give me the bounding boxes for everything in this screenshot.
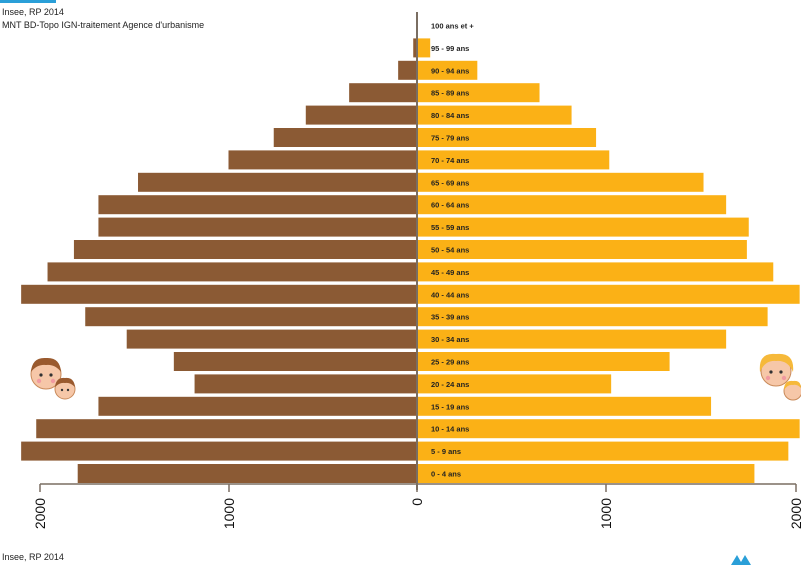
age-labels: 100 ans et + 95 - 99 ans 90 - 94 ans 85 - 8… [431, 22, 474, 479]
x-tick-label: 0 [409, 498, 425, 506]
female-bar [417, 83, 540, 103]
female-bar [417, 352, 670, 371]
source-line-1: Insee, RP 2014 [2, 7, 64, 17]
male-bar [21, 441, 418, 461]
age-label: 65 - 69 ans [431, 178, 469, 187]
girl-faces-icon [759, 353, 801, 401]
female-bar [417, 284, 800, 304]
male-bar [21, 284, 418, 304]
age-label: 25 - 29 ans [431, 358, 469, 367]
age-label: 90 - 94 ans [431, 66, 469, 75]
age-label: 40 - 44 ans [431, 290, 469, 299]
male-bar [194, 374, 417, 394]
agency-logo-icon [731, 555, 751, 565]
male-bar [77, 464, 417, 483]
female-bar [417, 419, 800, 439]
age-label: 60 - 64 ans [431, 201, 469, 210]
age-label: 35 - 39 ans [431, 313, 469, 322]
female-bar [417, 60, 478, 80]
male-bar [85, 307, 418, 327]
male-bar [228, 150, 417, 170]
age-label: 20 - 24 ans [431, 380, 469, 389]
x-tick-label: 1000 [598, 498, 614, 529]
age-label: 80 - 84 ans [431, 111, 469, 120]
boy-faces-icon [30, 357, 76, 400]
female-bar [417, 396, 712, 416]
male-bar [305, 105, 417, 125]
age-label: 30 - 34 ans [431, 335, 469, 344]
age-label: 5 - 9 ans [431, 447, 461, 456]
x-tick-label: 1000 [221, 498, 237, 529]
female-bar [417, 172, 704, 192]
footer-source: Insee, RP 2014 [2, 552, 64, 562]
age-label: 10 - 14 ans [431, 425, 469, 434]
age-label: 15 - 19 ans [431, 402, 469, 411]
female-bar [417, 262, 774, 282]
source-line-2: MNT BD-Topo IGN-traitement Agence d'urba… [2, 20, 204, 30]
male-bars [21, 16, 418, 483]
male-bar [98, 195, 417, 215]
female-bar [417, 374, 612, 394]
accent-bar [0, 0, 56, 3]
female-bar [417, 329, 727, 349]
male-bar [273, 128, 417, 147]
female-bar [417, 441, 789, 461]
x-tick-label: 2000 [32, 498, 48, 529]
female-bar [417, 150, 610, 170]
female-bar [417, 38, 431, 58]
female-bar [417, 217, 749, 237]
female-bar [417, 128, 597, 147]
age-label: 100 ans et + [431, 22, 474, 31]
female-bar [417, 307, 768, 327]
male-bar [36, 419, 417, 439]
female-bar [417, 240, 747, 259]
age-label: 50 - 54 ans [431, 246, 469, 255]
age-label: 0 - 4 ans [431, 470, 461, 479]
male-bar [398, 60, 417, 80]
male-bar [138, 172, 417, 192]
age-label: 75 - 79 ans [431, 134, 469, 143]
age-label: 95 - 99 ans [431, 44, 469, 53]
male-bar [349, 83, 417, 103]
male-bar [126, 329, 418, 349]
age-label: 45 - 49 ans [431, 268, 469, 277]
female-bar [417, 464, 755, 483]
age-label: 70 - 74 ans [431, 156, 469, 165]
age-label: 85 - 89 ans [431, 89, 469, 98]
male-bar [98, 396, 417, 416]
male-bar [173, 352, 417, 371]
age-label: 55 - 59 ans [431, 223, 469, 232]
male-bar [413, 38, 417, 58]
female-bars [417, 16, 800, 483]
female-bar [417, 195, 727, 215]
x-tick-label: 2000 [788, 498, 801, 529]
male-bar [47, 262, 417, 282]
x-ticks: 2000 1000 0 1000 2000 [32, 484, 801, 529]
male-bar [98, 217, 417, 237]
female-bar [417, 105, 572, 125]
male-bar [73, 240, 418, 259]
